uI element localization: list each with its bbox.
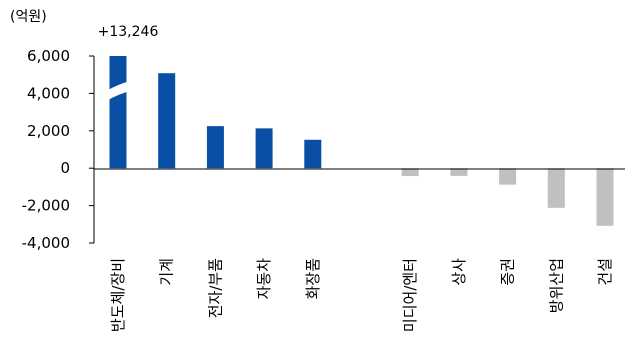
y-tick-label: 2,000 bbox=[27, 122, 70, 140]
x-tick-label: 반도체/장비 bbox=[109, 258, 127, 332]
y-tick-label: -2,000 bbox=[22, 197, 70, 215]
y-tick-label: 0 bbox=[60, 159, 70, 177]
bars bbox=[107, 56, 614, 226]
bar bbox=[109, 56, 127, 169]
x-axis-labels: 반도체/장비 기계 전자/부품 자동차 화장품 미디어/엔터 상사 증권 방위산업 건설 bbox=[109, 258, 614, 332]
x-tick-label: 미디어/엔터 bbox=[401, 258, 419, 332]
unit-label: (억원) bbox=[10, 9, 47, 25]
bar-annotation: +13,246 bbox=[98, 24, 159, 40]
bar bbox=[499, 168, 517, 185]
x-tick-label: 증권 bbox=[499, 258, 517, 286]
y-tick-label: 4,000 bbox=[27, 84, 70, 102]
x-tick-label: 화장품 bbox=[304, 258, 322, 299]
bar bbox=[401, 168, 419, 177]
bar bbox=[255, 128, 273, 169]
bar bbox=[158, 73, 176, 169]
y-axis-ticks: 6,000 4,000 2,000 0 -2,000 -4,000 bbox=[22, 47, 94, 252]
bar bbox=[596, 168, 614, 226]
x-tick-label: 기계 bbox=[158, 258, 176, 286]
bar bbox=[547, 168, 565, 208]
axis-break-marker bbox=[107, 81, 129, 101]
x-tick-label: 상사 bbox=[450, 258, 468, 286]
bar bbox=[206, 126, 224, 169]
x-tick-label: 전자/부품 bbox=[206, 258, 224, 318]
bar bbox=[304, 139, 322, 169]
bar bbox=[450, 168, 468, 176]
x-tick-label: 건설 bbox=[596, 258, 614, 286]
y-tick-label: 6,000 bbox=[27, 47, 70, 65]
x-tick-label: 방위산업 bbox=[547, 258, 565, 313]
y-tick-label: -4,000 bbox=[22, 234, 70, 252]
x-tick-label: 자동차 bbox=[255, 258, 273, 300]
